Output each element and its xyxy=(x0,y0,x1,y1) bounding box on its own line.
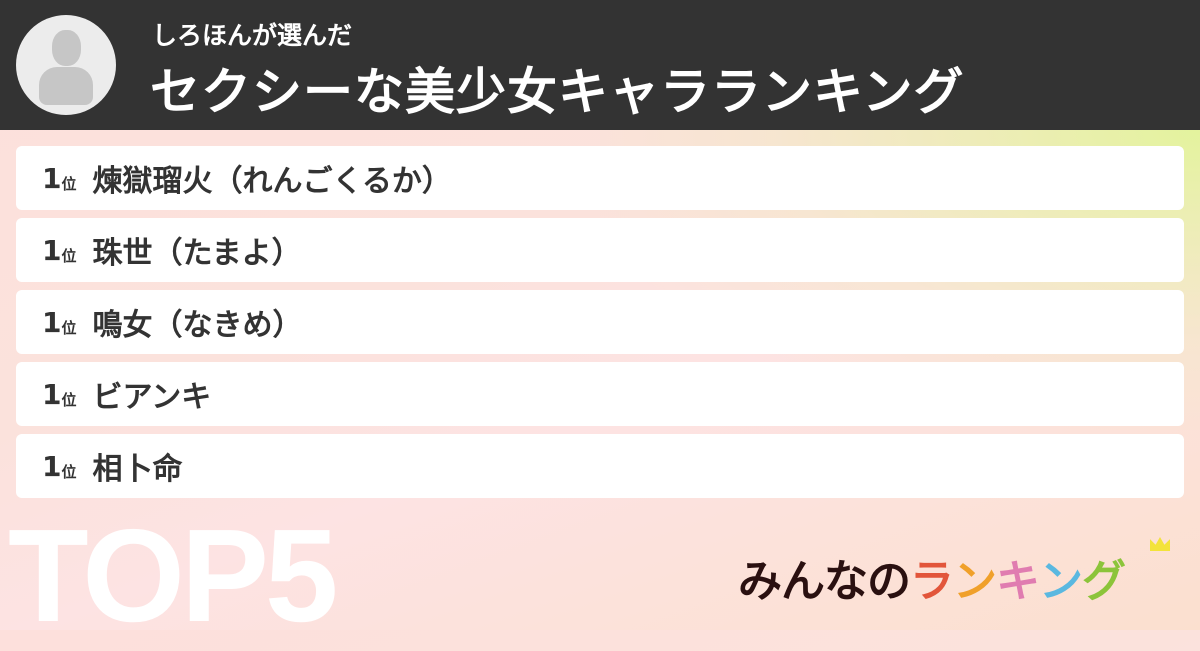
crown-icon xyxy=(1150,537,1170,551)
ranking-item[interactable]: 1 位相卜命 xyxy=(16,434,1184,498)
rank-number: 1 xyxy=(42,377,62,411)
item-name: 鳴女（なきめ） xyxy=(92,308,303,343)
avatar[interactable] xyxy=(16,15,116,115)
logo-char: み xyxy=(738,556,782,607)
avatar-head-icon xyxy=(52,30,81,66)
rank-unit: 位 xyxy=(61,174,77,193)
logo-char: ラ xyxy=(910,556,954,607)
logo-char: ン xyxy=(1039,556,1083,607)
ranking-item[interactable]: 1 位ビアンキ xyxy=(16,362,1184,426)
item-name: ビアンキ xyxy=(92,380,212,415)
page-title: セクシーな美少女キャラランキング xyxy=(150,63,965,121)
ranking-item[interactable]: 1 位鳴女（なきめ） xyxy=(16,290,1184,354)
rank-number: 1 xyxy=(42,161,62,195)
rank-number: 1 xyxy=(42,305,62,339)
logo-char: な xyxy=(824,556,868,607)
ranking-item[interactable]: 1 位煉獄瑠火（れんごくるか） xyxy=(16,146,1184,210)
logo-char: ん xyxy=(781,556,825,607)
logo-char: ン xyxy=(953,556,997,607)
rank-number: 1 xyxy=(42,233,62,267)
logo-char: の xyxy=(867,556,911,607)
user-line[interactable]: しろほんが選んだ xyxy=(152,21,353,50)
site-logo[interactable]: みんなのランキング xyxy=(738,545,1126,609)
logo-char: キ xyxy=(996,556,1040,607)
top5-badge: TOP5 xyxy=(8,502,338,649)
rank-number: 1 xyxy=(42,449,62,483)
item-name: 珠世（たまよ） xyxy=(92,236,302,271)
item-name: 相卜命 xyxy=(92,452,183,487)
rank-unit: 位 xyxy=(61,462,77,481)
avatar-body-icon xyxy=(39,67,93,105)
header: しろほんが選んだ セクシーな美少女キャラランキング xyxy=(0,0,1200,130)
item-name: 煉獄瑠火（れんごくるか） xyxy=(92,164,452,199)
rank-unit: 位 xyxy=(61,390,77,409)
ranking-item[interactable]: 1 位珠世（たまよ） xyxy=(16,218,1184,282)
rank-unit: 位 xyxy=(61,246,77,265)
rank-unit: 位 xyxy=(61,318,77,337)
logo-char: グ xyxy=(1082,556,1126,607)
